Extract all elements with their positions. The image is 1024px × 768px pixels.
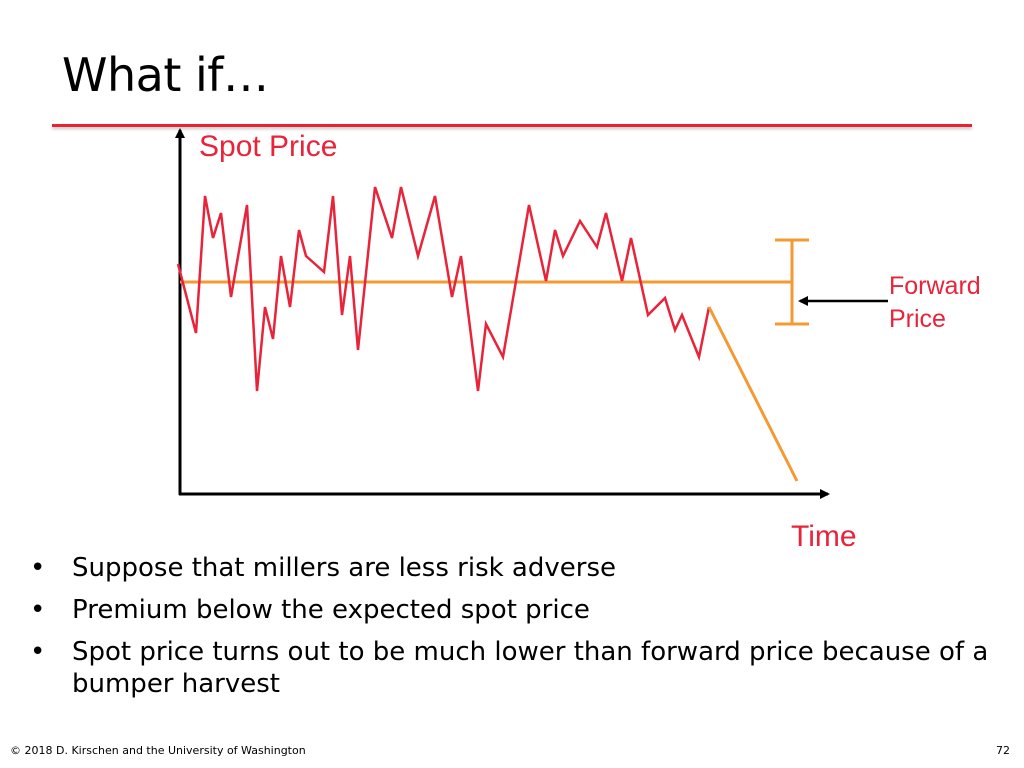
bullet-text: Premium below the expected spot price [72,595,590,625]
bullet-dot-icon: • [30,637,46,667]
title-divider [52,124,972,127]
bullet-item: • Suppose that millers are less risk adve… [30,552,1000,584]
page-number: 72 [996,744,1010,757]
bullet-item: • Spot price turns out to be much lower t… [30,636,1000,700]
bullet-text: Spot price turns out to be much lower th… [72,637,989,699]
bullet-dot-icon: • [30,553,46,583]
slide-title: What if… [62,48,269,102]
bullet-text: Suppose that millers are less risk adver… [72,553,616,583]
footer-copyright: © 2018 D. Kirschen and the University of… [10,744,306,757]
spot-price-drop-line [707,306,799,482]
bullet-list: • Suppose that millers are less risk adve… [30,552,1000,710]
forward-price-label-line2: Price [889,305,946,333]
x-axis-label: Time [791,520,857,553]
spot-price-line [176,186,711,392]
premium-bracket [775,238,809,326]
forward-price-label: Forward Price [889,270,981,336]
y-axis-label: Spot Price [199,130,338,163]
forward-price-label-line1: Forward [889,272,981,300]
bullet-dot-icon: • [30,595,46,625]
bullet-item: • Premium below the expected spot price [30,594,1000,626]
